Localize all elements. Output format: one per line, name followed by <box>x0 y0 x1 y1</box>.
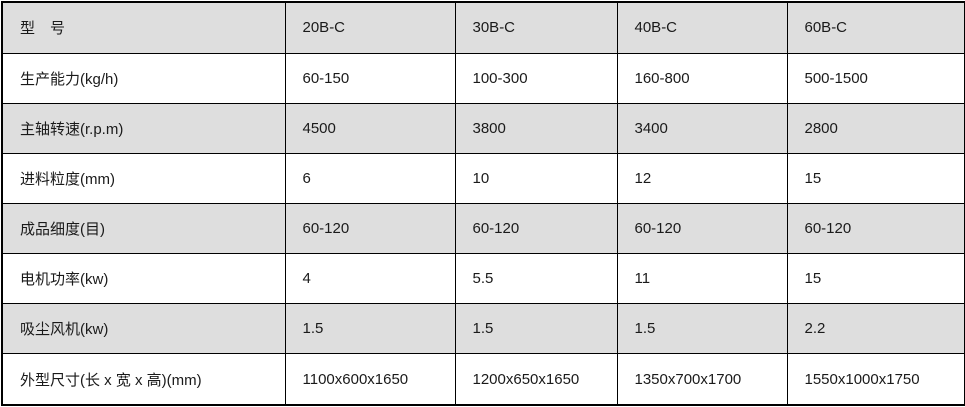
table-row-production-capacity: 生产能力(kg/h) 60-150 100-300 160-800 500-15… <box>1 52 965 104</box>
value-cell: 3400 <box>616 102 788 154</box>
value-cell: 500-1500 <box>786 52 965 104</box>
row-label-cell: 进料粒度(mm) <box>1 152 286 204</box>
value-cell: 60-120 <box>454 202 618 255</box>
value-cell: 2.2 <box>786 303 965 355</box>
header-label-cell: 型 号 <box>1 1 286 54</box>
row-label-cell: 吸尘风机(kw) <box>1 303 286 355</box>
row-label-cell: 主轴转速(r.p.m) <box>1 102 286 154</box>
value-cell: 60-120 <box>284 202 456 255</box>
value-cell: 2800 <box>786 102 965 154</box>
value-cell: 4500 <box>284 102 456 154</box>
value-cell: 60-120 <box>616 202 788 255</box>
table-row-feed-size: 进料粒度(mm) 6 10 12 15 <box>1 152 965 204</box>
value-cell: 4 <box>284 253 456 305</box>
value-cell: 160-800 <box>616 52 788 104</box>
value-cell: 15 <box>786 253 965 305</box>
row-label-cell: 外型尺寸(长 x 宽 x 高)(mm) <box>1 353 286 406</box>
model-header-cell: 20B-C <box>284 1 456 54</box>
value-cell: 15 <box>786 152 965 204</box>
value-cell: 3800 <box>454 102 618 154</box>
row-label-cell: 电机功率(kw) <box>1 253 286 305</box>
value-cell: 5.5 <box>454 253 618 305</box>
value-cell: 1350x700x1700 <box>616 353 788 406</box>
table-row-motor-power: 电机功率(kw) 4 5.5 11 15 <box>1 253 965 305</box>
value-cell: 1.5 <box>284 303 456 355</box>
value-cell: 11 <box>616 253 788 305</box>
value-cell: 1.5 <box>454 303 618 355</box>
table-row-dust-fan: 吸尘风机(kw) 1.5 1.5 1.5 2.2 <box>1 303 965 355</box>
value-cell: 1200x650x1650 <box>454 353 618 406</box>
value-cell: 60-120 <box>786 202 965 255</box>
table-header-row: 型 号 20B-C 30B-C 40B-C 60B-C <box>1 1 965 54</box>
value-cell: 12 <box>616 152 788 204</box>
value-cell: 100-300 <box>454 52 618 104</box>
model-header-cell: 40B-C <box>616 1 788 54</box>
value-cell: 10 <box>454 152 618 204</box>
value-cell: 6 <box>284 152 456 204</box>
model-header-cell: 30B-C <box>454 1 618 54</box>
model-header-cell: 60B-C <box>786 1 965 54</box>
table-row-overall-dimensions: 外型尺寸(长 x 宽 x 高)(mm) 1100x600x1650 1200x6… <box>1 353 965 406</box>
value-cell: 60-150 <box>284 52 456 104</box>
table-row-spindle-speed: 主轴转速(r.p.m) 4500 3800 3400 2800 <box>1 102 965 154</box>
row-label-cell: 成品细度(目) <box>1 202 286 255</box>
value-cell: 1.5 <box>616 303 788 355</box>
value-cell: 1550x1000x1750 <box>786 353 965 406</box>
row-label-cell: 生产能力(kg/h) <box>1 52 286 104</box>
value-cell: 1100x600x1650 <box>284 353 456 406</box>
table-row-product-fineness: 成品细度(目) 60-120 60-120 60-120 60-120 <box>1 202 965 255</box>
